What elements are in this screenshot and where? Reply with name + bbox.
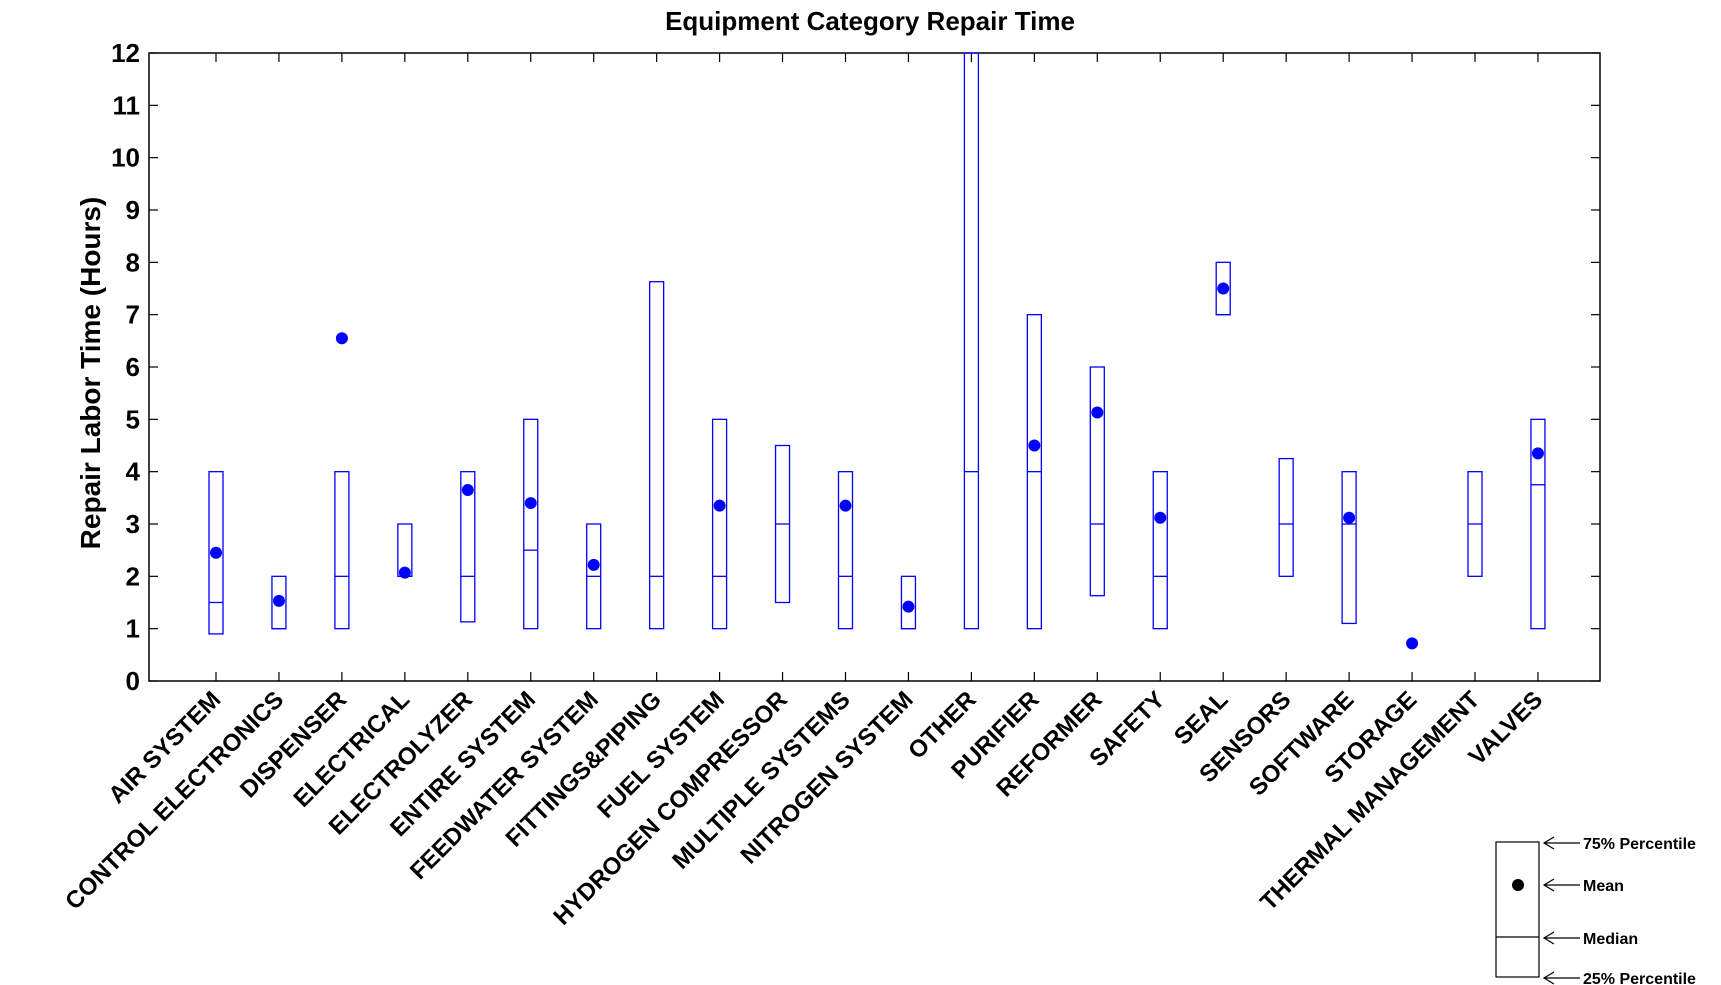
legend-label-mean: Mean — [1583, 878, 1624, 895]
mean-marker — [398, 566, 411, 579]
mean-marker — [1028, 439, 1041, 452]
y-tick-label: 5 — [126, 404, 140, 434]
legend-arrow-median — [1542, 931, 1580, 945]
y-tick-label: 3 — [126, 509, 140, 539]
y-tick-label: 8 — [126, 247, 140, 277]
iqr-box — [711, 418, 728, 630]
y-tick-label: 2 — [126, 561, 140, 591]
iqr-box — [837, 471, 854, 630]
y-axis-label: Repair Labor Time (Hours) — [75, 197, 106, 550]
y-tick-label: 1 — [126, 614, 140, 644]
y-tick-label: 10 — [111, 143, 140, 173]
mean-marker — [587, 558, 600, 571]
iqr-box — [208, 471, 224, 635]
mean-marker — [461, 483, 474, 496]
iqr-box — [523, 418, 539, 630]
y-tick-label: 9 — [126, 195, 140, 225]
mean-marker — [713, 499, 726, 512]
mean-marker — [335, 332, 348, 345]
mean-marker — [1406, 637, 1419, 650]
iqr-box — [1089, 366, 1105, 597]
mean-marker — [272, 594, 285, 607]
mean-marker — [210, 546, 222, 559]
legend-box — [1495, 841, 1540, 978]
iqr-box — [460, 471, 476, 623]
iqr-box — [963, 52, 980, 630]
y-tick-label: 7 — [126, 300, 140, 330]
iqr-box — [649, 281, 665, 630]
mean-marker — [1531, 447, 1544, 460]
legend-label-75: 75% Percentile — [1583, 836, 1696, 853]
y-tick-label: 0 — [126, 666, 140, 696]
legend-label-25: 25% Percentile — [1583, 971, 1696, 985]
iqr-box — [1278, 457, 1294, 577]
mean-marker — [902, 600, 915, 613]
mean-marker — [1217, 282, 1230, 295]
y-tick-label: 6 — [126, 352, 140, 382]
iqr-box — [1341, 471, 1357, 625]
legend-label-median: Median — [1583, 931, 1638, 948]
y-tick-label: 11 — [113, 90, 141, 120]
mean-marker — [1343, 511, 1356, 524]
mean-marker — [839, 499, 852, 512]
mean-marker — [1091, 406, 1104, 419]
box-series — [208, 52, 1546, 650]
legend-mean-marker — [1512, 879, 1524, 891]
iqr-box — [334, 471, 350, 630]
mean-marker — [1154, 511, 1167, 524]
chart-title: Equipment Category Repair Time — [665, 6, 1075, 36]
y-tick-label: 4 — [126, 457, 141, 487]
legend: 75% Percentile Mean Median 25% Percentil… — [1495, 836, 1696, 985]
iqr-box — [1152, 471, 1168, 630]
legend-arrow-75 — [1542, 836, 1580, 850]
legend-arrow-25 — [1542, 971, 1580, 985]
plot-border — [148, 52, 1601, 682]
plot-area — [148, 52, 1601, 682]
legend-arrow-mean — [1542, 878, 1580, 892]
mean-marker — [524, 497, 537, 510]
iqr-box — [1530, 418, 1546, 630]
y-tick-label: 12 — [111, 38, 140, 68]
